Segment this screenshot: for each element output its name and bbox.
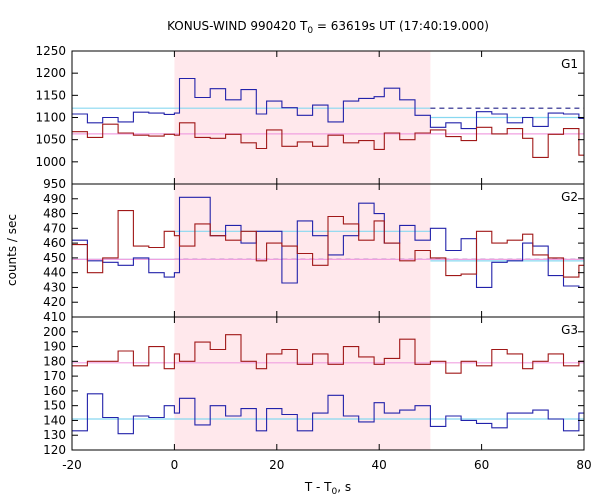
y-tick-label-g3: 140: [43, 413, 66, 427]
y-tick-label-g2: 410: [43, 310, 66, 324]
panel-label-g1: G1: [561, 57, 578, 71]
x-tick-label: 20: [269, 458, 284, 472]
x-axis-label: T - T0, s: [304, 480, 351, 497]
y-tick-label-g1: 1050: [35, 133, 66, 147]
y-tick-label-g2: 420: [43, 295, 66, 309]
y-tick-label-g1: 1150: [35, 88, 66, 102]
chart-title-sub: 0: [307, 26, 313, 36]
y-tick-label-g1: 950: [43, 177, 66, 191]
panel-label-g3: G3: [561, 323, 578, 337]
y-tick-label-g3: 130: [43, 428, 66, 442]
series-red-g1: [72, 122, 584, 158]
y-tick-label-g3: 190: [43, 340, 66, 354]
y-tick-label-g3: 180: [43, 354, 66, 368]
series-red-g2: [72, 210, 584, 278]
y-tick-label-g3: 200: [43, 325, 66, 339]
y-tick-label-g2: 460: [43, 236, 66, 250]
y-tick-label-g2: 490: [43, 192, 66, 206]
y-tick-label-g1: 1100: [35, 111, 66, 125]
series-blue-g2: [72, 196, 584, 288]
x-tick-label: 40: [372, 458, 387, 472]
y-tick-label-g1: 1250: [35, 44, 66, 58]
chart-title-main: KONUS-WIND 990420 T: [167, 19, 308, 33]
x-axis-label-main: T - T: [304, 480, 332, 494]
x-tick-label: 60: [474, 458, 489, 472]
y-tick-label-g1: 1200: [35, 66, 66, 80]
y-tick-label-g3: 160: [43, 384, 66, 398]
x-tick-label: 80: [576, 458, 591, 472]
tick-marks: [71, 50, 585, 451]
chart-title-rest: = 63619s UT (17:40:19.000): [313, 19, 489, 33]
trigger-interval-shading: [174, 51, 431, 450]
y-tick-label-g2: 470: [43, 221, 66, 235]
y-tick-label-g2: 430: [43, 280, 66, 294]
panel-label-g2: G2: [561, 190, 578, 204]
series-blue-g3: [72, 393, 584, 435]
shaded-interval: [174, 51, 431, 450]
x-tick-label: 0: [171, 458, 179, 472]
series-blue-g1: [72, 77, 584, 130]
y-tick-label-g3: 170: [43, 369, 66, 383]
y-tick-label-g3: 150: [43, 399, 66, 413]
y-tick-label-g2: 480: [43, 207, 66, 221]
data-series: [72, 77, 584, 435]
x-axis-label-sub: 0: [332, 487, 338, 497]
y-tick-label-g3: 120: [43, 443, 66, 457]
x-axis-label-rest: , s: [337, 480, 351, 494]
y-tick-label-g2: 440: [43, 266, 66, 280]
y-tick-label-g2: 450: [43, 251, 66, 265]
x-tick-label: -20: [62, 458, 82, 472]
chart-title: KONUS-WIND 990420 T0 = 63619s UT (17:40:…: [167, 19, 489, 36]
panel-frame-g3: [71, 316, 585, 451]
series-red-g3: [72, 334, 584, 374]
y-tick-label-g1: 1000: [35, 155, 66, 169]
y-axis-label: counts / sec: [5, 214, 19, 286]
